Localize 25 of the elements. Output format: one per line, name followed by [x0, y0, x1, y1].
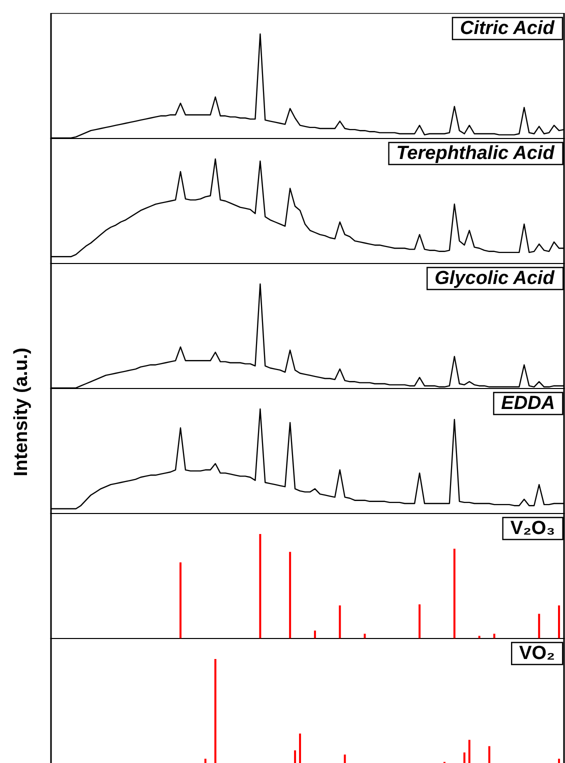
- bar: [289, 552, 292, 639]
- bar: [418, 604, 421, 639]
- bar: [314, 630, 316, 639]
- bar: [338, 605, 341, 639]
- bar: [179, 562, 182, 639]
- bar: [488, 746, 490, 763]
- bar: [204, 758, 206, 763]
- bar: [214, 659, 216, 763]
- bar: [538, 614, 540, 639]
- bar: [558, 605, 560, 639]
- bar: [344, 754, 346, 763]
- bar: [453, 548, 456, 639]
- chart-title: VO₂: [519, 643, 556, 664]
- chart-title: V₂O₃: [510, 518, 556, 539]
- y-axis-title: Intensity (a.u.): [11, 348, 33, 476]
- bar: [259, 534, 262, 639]
- bar: [558, 758, 560, 763]
- chart-title: Glycolic Acid: [434, 268, 555, 289]
- bar: [294, 750, 296, 763]
- bar: [299, 734, 302, 763]
- chart-title: Citric Acid: [460, 18, 555, 39]
- bar: [463, 752, 466, 763]
- chart-title: Terephthalic Acid: [396, 143, 555, 164]
- chart-title: EDDA: [501, 393, 556, 414]
- bar: [468, 740, 470, 763]
